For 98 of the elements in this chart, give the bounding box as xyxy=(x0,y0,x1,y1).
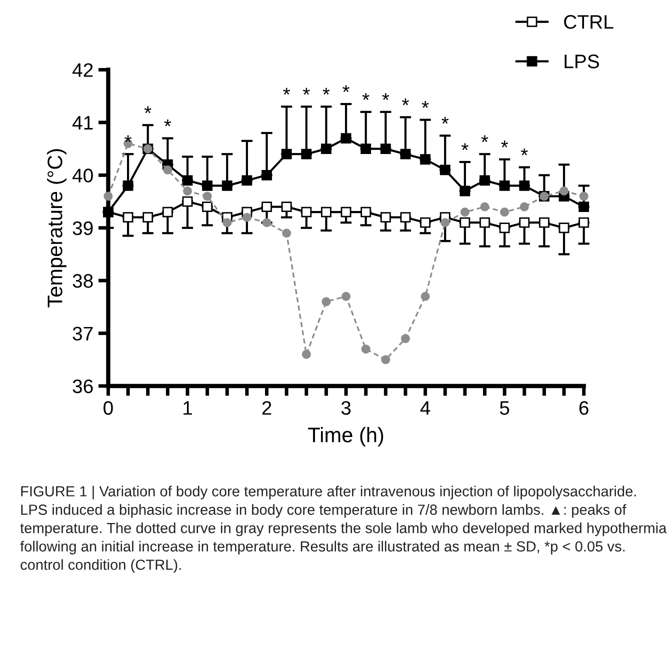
point xyxy=(321,144,332,154)
point xyxy=(560,186,569,196)
point xyxy=(499,180,510,191)
annotation: * xyxy=(302,88,310,95)
legend-label: LPS xyxy=(564,54,599,68)
caption: FIGURE 1 | Variation of body core temperature after intravenous injection of lipopolysaccharide. LPS induced a biphasic increase in body core temperature in 7/8 newborn lambs. ▲: peaks of temperature. The dotted curve in gray represents the sole lamb who developed marked hypothermia following an initial increase in temperature. Results are illustrated as mean ± SD, *p < 0.05 vs. control condition (CTRL). xyxy=(20,486,667,573)
y-tick-label: 41 xyxy=(72,116,93,130)
point xyxy=(538,217,550,228)
point xyxy=(360,206,372,218)
x-tick-label: 4 xyxy=(420,401,430,415)
point xyxy=(182,186,192,196)
point xyxy=(182,196,193,207)
point xyxy=(340,206,352,218)
x-tick-label: 6 xyxy=(579,401,588,415)
point xyxy=(262,218,272,228)
point xyxy=(340,133,352,144)
point xyxy=(420,217,430,228)
y-tick-label: 38 xyxy=(72,274,93,288)
y-axis-title: Temperature (°C) xyxy=(47,149,66,308)
point xyxy=(499,222,510,234)
point xyxy=(520,202,529,212)
point xyxy=(122,212,134,223)
annotation: * xyxy=(342,85,350,92)
point xyxy=(381,355,390,364)
point xyxy=(242,212,252,222)
point xyxy=(321,206,332,218)
annotation: * xyxy=(362,93,370,100)
point xyxy=(262,170,272,180)
point xyxy=(322,297,331,306)
point xyxy=(222,180,232,191)
point xyxy=(281,202,292,212)
point xyxy=(480,175,490,186)
point xyxy=(202,202,213,212)
point xyxy=(400,212,411,223)
point xyxy=(480,202,490,212)
y-tick-label: 37 xyxy=(72,326,93,341)
point xyxy=(360,144,372,154)
point xyxy=(380,212,391,223)
x-tick-label: 2 xyxy=(262,401,272,415)
point xyxy=(460,208,470,217)
annotation: * xyxy=(442,116,449,124)
point xyxy=(519,217,530,228)
point xyxy=(578,202,590,212)
annotation: * xyxy=(461,143,468,150)
x-tick-label: 0 xyxy=(104,401,113,415)
annotation: * xyxy=(283,88,290,95)
annotation: * xyxy=(520,148,528,156)
point xyxy=(142,212,154,223)
point xyxy=(460,186,470,196)
point xyxy=(579,192,588,201)
point xyxy=(400,148,411,160)
point xyxy=(301,148,312,160)
point xyxy=(302,350,311,359)
y-tick-label: 42 xyxy=(72,63,93,77)
point xyxy=(282,228,292,238)
point xyxy=(163,165,172,174)
annotation: * xyxy=(402,98,409,106)
point xyxy=(301,206,312,218)
x-tick-label: 1 xyxy=(184,401,192,415)
point xyxy=(202,192,212,201)
annotation: * xyxy=(322,88,330,95)
annotation: * xyxy=(501,140,508,148)
x-axis-title: Time (h) xyxy=(308,427,384,446)
point xyxy=(440,164,450,176)
y-tick-label: 39 xyxy=(72,221,93,236)
x-tick-label: 5 xyxy=(500,401,510,415)
point xyxy=(420,292,430,301)
annotation: * xyxy=(164,119,172,126)
point xyxy=(480,217,490,228)
point xyxy=(202,180,213,191)
annotation: * xyxy=(481,135,488,142)
annotation: * xyxy=(124,135,132,142)
point xyxy=(262,202,272,212)
point xyxy=(222,218,232,228)
point xyxy=(558,222,570,234)
point xyxy=(342,292,351,301)
point xyxy=(578,217,590,228)
point xyxy=(182,175,193,186)
y-tick-label: 40 xyxy=(72,168,93,182)
point xyxy=(122,180,134,191)
point xyxy=(242,175,252,186)
x-tick-label: 3 xyxy=(341,401,351,415)
point xyxy=(420,154,430,165)
point xyxy=(500,208,510,217)
point xyxy=(519,180,530,191)
annotation: * xyxy=(422,101,429,108)
point xyxy=(380,144,391,154)
point xyxy=(460,217,470,228)
legend-label: CTRL xyxy=(564,15,614,29)
annotation: * xyxy=(382,93,390,100)
point xyxy=(104,192,113,201)
point xyxy=(162,206,173,218)
y-tick-label: 36 xyxy=(72,379,93,394)
point xyxy=(440,218,450,228)
annotation: * xyxy=(144,106,152,114)
point xyxy=(361,344,370,354)
point xyxy=(281,148,292,160)
point xyxy=(400,334,410,344)
